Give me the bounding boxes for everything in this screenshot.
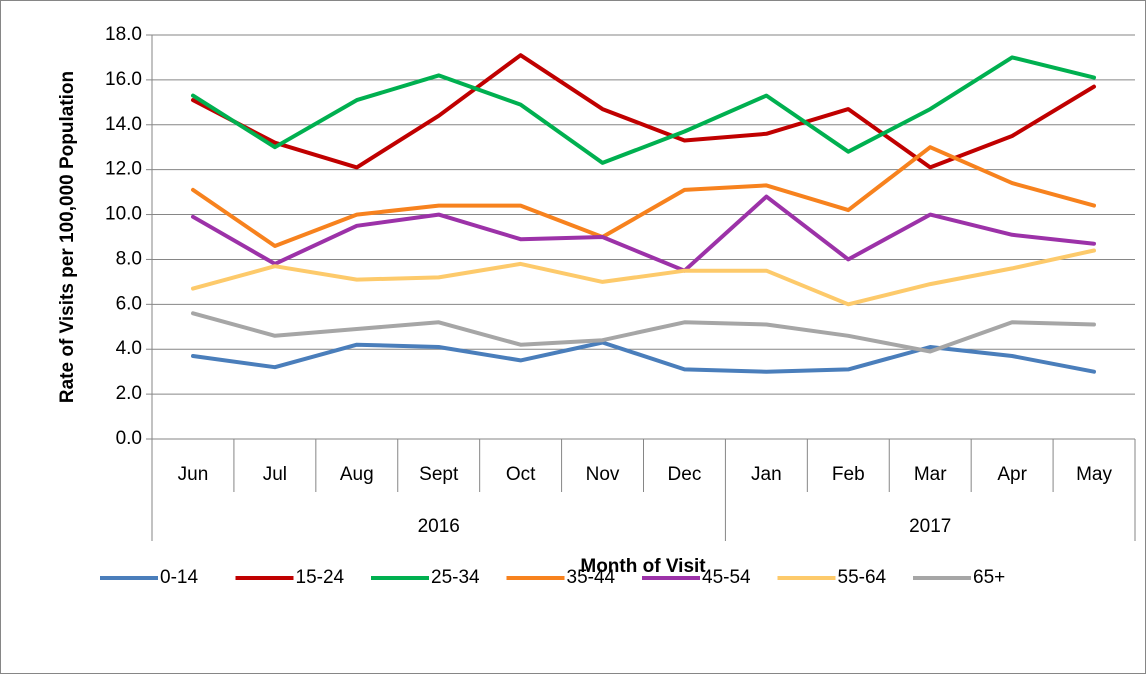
x-tick-label: Oct bbox=[506, 464, 536, 485]
series-line bbox=[191, 311, 1096, 354]
series-line bbox=[191, 145, 1096, 248]
x-tick-label: May bbox=[1076, 464, 1112, 485]
x-tick-label: Feb bbox=[832, 464, 865, 485]
x-tick-label: Aug bbox=[340, 464, 374, 485]
x-group-label: 2016 bbox=[418, 516, 460, 537]
series-line bbox=[191, 55, 1096, 165]
y-axis-title: Rate of Visits per 100,000 Population bbox=[57, 71, 78, 403]
x-tick-label: Nov bbox=[586, 464, 620, 485]
y-tick-label: 0.0 bbox=[116, 428, 142, 449]
series-line bbox=[191, 194, 1096, 273]
y-tick-label: 2.0 bbox=[116, 383, 142, 404]
y-tick-label: 8.0 bbox=[116, 248, 142, 269]
legend-label: 15-24 bbox=[296, 567, 345, 588]
y-tick-label: 16.0 bbox=[105, 69, 142, 90]
y-tick-label: 4.0 bbox=[116, 338, 142, 359]
x-tick-label: Apr bbox=[997, 464, 1027, 485]
y-tick-label: 10.0 bbox=[105, 204, 142, 225]
x-tick-label: Jul bbox=[263, 464, 287, 485]
legend-label: 25-34 bbox=[431, 567, 480, 588]
x-tick-label: Dec bbox=[668, 464, 702, 485]
x-axis-title: Month of Visit bbox=[580, 556, 706, 577]
y-tick-label: 12.0 bbox=[105, 159, 142, 180]
series-line bbox=[191, 53, 1096, 170]
series-line bbox=[191, 248, 1096, 307]
y-tick-label: 18.0 bbox=[105, 24, 142, 45]
x-tick-label: Mar bbox=[914, 464, 947, 485]
x-tick-label: Jan bbox=[751, 464, 782, 485]
y-tick-label: 14.0 bbox=[105, 114, 142, 135]
x-tick-label: Jun bbox=[178, 464, 209, 485]
x-tick-label: Sept bbox=[419, 464, 459, 485]
legend-label: 35-44 bbox=[567, 567, 616, 588]
legend-label: 65+ bbox=[973, 567, 1005, 588]
legend-label: 55-64 bbox=[838, 567, 887, 588]
x-group-label: 2017 bbox=[909, 516, 951, 537]
legend-label: 45-54 bbox=[702, 567, 751, 588]
y-tick-label: 6.0 bbox=[116, 293, 142, 314]
legend-label: 0-14 bbox=[160, 567, 198, 588]
